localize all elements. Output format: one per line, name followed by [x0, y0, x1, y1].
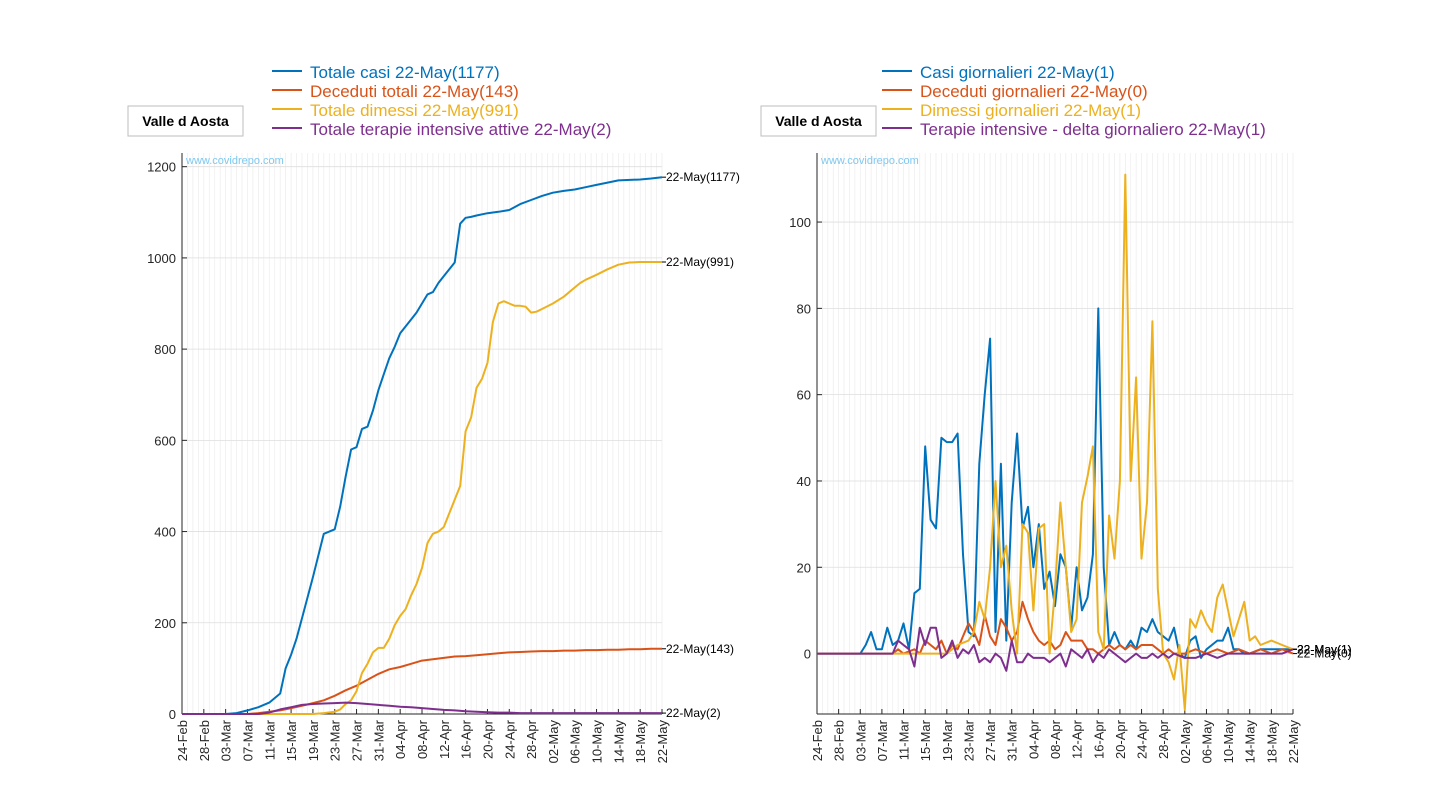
y-tick-label: 600	[154, 433, 176, 448]
x-tick-label: 06-May	[1199, 720, 1214, 764]
end-label-1: 22-May(143)	[666, 642, 734, 656]
watermark-text: www.covidrepo.com	[185, 155, 284, 167]
x-tick-label: 04-Apr	[1026, 719, 1041, 759]
x-tick-label: 14-May	[1243, 720, 1258, 764]
y-tick-label: 40	[797, 474, 811, 489]
x-tick-label: 22-May	[1286, 720, 1301, 764]
x-tick-label: 16-Apr	[1091, 719, 1106, 759]
x-tick-label: 08-Apr	[1048, 719, 1063, 759]
legend-entry-0: Totale casi 22-May(1177)	[310, 63, 500, 82]
x-tick-label: 08-Apr	[415, 719, 430, 759]
x-tick-label: 27-Mar	[983, 719, 998, 761]
x-tick-label: 11-Mar	[262, 719, 277, 760]
x-tick-label: 07-Mar	[240, 719, 255, 761]
series-line-0	[182, 176, 663, 715]
x-tick-label: 18-May	[633, 720, 648, 764]
series-line-2	[182, 261, 662, 715]
legend-entry-3: Terapie intensive - delta giornaliero 22…	[920, 120, 1266, 139]
legend-entry-1: Deceduti giornalieri 22-May(0)	[920, 82, 1148, 101]
x-tick-label: 15-Mar	[284, 719, 299, 761]
x-tick-label: 03-Mar	[853, 719, 868, 761]
x-tick-label: 11-Mar	[897, 719, 912, 760]
x-tick-label: 10-May	[1221, 720, 1236, 764]
end-label-2: 22-May(991)	[666, 255, 734, 269]
x-tick-label: 28-Feb	[832, 720, 847, 761]
y-tick-label: 20	[797, 560, 811, 575]
y-tick-label: 0	[169, 707, 176, 722]
x-tick-label: 22-May	[655, 720, 670, 764]
x-tick-label: 28-Apr	[1156, 719, 1171, 759]
x-tick-label: 14-May	[611, 720, 626, 764]
legend: Casi giornalieri 22-May(1)Deceduti giorn…	[882, 63, 1266, 139]
x-tick-label: 19-Mar	[306, 719, 321, 761]
y-tick-label: 1000	[147, 251, 176, 266]
y-tick-label: 800	[154, 342, 176, 357]
region-label: Valle d Aosta	[142, 113, 229, 129]
x-tick-label: 10-May	[590, 720, 605, 764]
x-tick-label: 07-Mar	[875, 719, 890, 761]
series-line-3	[817, 626, 1294, 672]
x-tick-label: 31-Mar	[371, 719, 386, 761]
legend-entry-0: Casi giornalieri 22-May(1)	[920, 63, 1115, 82]
series-line-3	[182, 701, 662, 715]
grid	[181, 153, 663, 715]
y-tick-label: 0	[804, 647, 811, 662]
end-label-2: 22-May(1)	[1297, 642, 1352, 656]
end-label-0: 22-May(1)	[1297, 642, 1352, 656]
x-tick-label: 18-May	[1264, 720, 1279, 764]
y-tick-label: 80	[797, 301, 811, 316]
end-label-0: 22-May(1177)	[666, 170, 740, 184]
x-tick-label: 02-May	[546, 720, 561, 764]
x-tick-label: 24-Apr	[502, 719, 517, 759]
y-tick-label: 100	[789, 215, 811, 230]
x-tick-label: 28-Apr	[524, 719, 539, 759]
x-tick-label: 12-Apr	[1070, 719, 1085, 759]
series-line-2	[817, 173, 1294, 711]
x-tick-label: 27-Mar	[350, 719, 365, 761]
chart-right: www.covidrepo.com 0 20 40 60 80 100 24-Feb 28-Fe…	[760, 63, 1352, 764]
x-tick-label: 16-Apr	[459, 719, 474, 759]
end-label-1: 22-May(0)	[1297, 647, 1352, 661]
x-tick-label: 15-Mar	[918, 719, 933, 761]
y-tick-label: 1200	[147, 160, 176, 175]
x-tick-label: 28-Feb	[197, 720, 212, 761]
x-tick-label: 20-Apr	[1113, 719, 1128, 759]
x-tick-label: 03-Mar	[219, 719, 234, 761]
x-tick-label: 19-Mar	[940, 719, 955, 761]
legend-entry-1: Deceduti totali 22-May(143)	[310, 82, 519, 101]
legend: Totale casi 22-May(1177)Deceduti totali …	[272, 63, 611, 139]
x-tick-label: 24-Apr	[1135, 719, 1150, 759]
x-tick-label: 23-Mar	[961, 719, 976, 761]
x-tick-label: 02-May	[1178, 720, 1193, 764]
y-tick-label: 60	[797, 388, 811, 403]
end-label-3: 22-May(1)	[1297, 642, 1352, 656]
end-label-3: 22-May(2)	[666, 706, 721, 720]
x-tick-label: 23-Mar	[328, 719, 343, 761]
x-tick-label: 12-Apr	[437, 719, 452, 759]
grid	[816, 153, 1294, 714]
chart-left: www.covidrepo.com 0 200 400 600 800 1000 1200 24…	[127, 63, 740, 764]
x-tick-label: 24-Feb	[810, 720, 825, 761]
x-tick-label: 04-Apr	[393, 719, 408, 759]
region-badge: Valle d Aosta	[760, 105, 877, 137]
watermark-text: www.covidrepo.com	[820, 155, 919, 167]
y-tick-label: 400	[154, 525, 176, 540]
region-badge: Valle d Aosta	[127, 105, 244, 137]
x-tick-label: 31-Mar	[1005, 719, 1020, 761]
x-tick-label: 06-May	[568, 720, 583, 764]
y-tick-label: 200	[154, 616, 176, 631]
legend-entry-3: Totale terapie intensive attive 22-May(2…	[310, 120, 611, 139]
legend-entry-2: Totale dimessi 22-May(991)	[310, 101, 519, 120]
x-tick-label: 20-Apr	[480, 719, 495, 759]
legend-entry-2: Dimessi giornalieri 22-May(1)	[920, 101, 1141, 120]
x-tick-label: 24-Feb	[175, 720, 190, 761]
region-label: Valle d Aosta	[775, 113, 862, 129]
